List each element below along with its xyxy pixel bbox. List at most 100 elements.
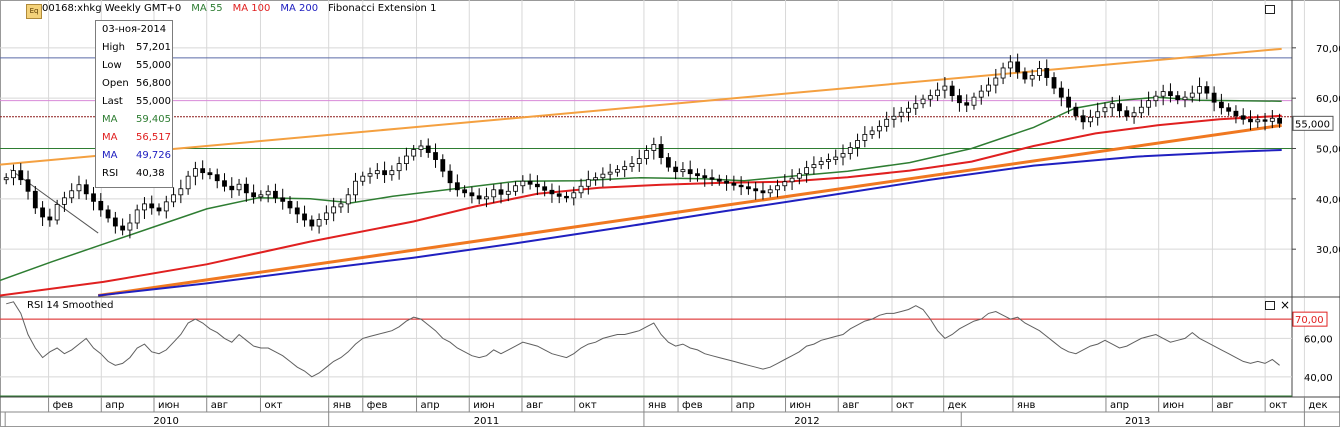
candle-body (40, 207, 45, 218)
month-label: авг (526, 400, 543, 411)
candle-body (818, 161, 824, 166)
candle-body (578, 185, 584, 194)
candle-body (251, 192, 257, 198)
symbol-label[interactable]: 00168:xhkg Weekly GMT+0 (42, 3, 182, 14)
candle-body (615, 169, 620, 173)
candle-body (1189, 92, 1195, 98)
candle-body (214, 174, 220, 182)
rsi-title[interactable]: RSI 14 Smoothed (27, 300, 114, 311)
candle-body (1160, 91, 1166, 97)
candle-body (636, 158, 642, 165)
candle-body (622, 166, 628, 171)
candle-body (571, 192, 577, 199)
candle-body (345, 194, 351, 205)
candle-body (105, 209, 111, 219)
candle-body (1138, 106, 1144, 114)
candle-body (600, 173, 606, 179)
eq-icon[interactable]: Eq (26, 4, 42, 19)
fib-label[interactable]: Fibonacci Extension 1 (328, 3, 437, 14)
candle-body (163, 201, 169, 212)
last-price-box (1292, 115, 1334, 131)
info-high: High 57,201 (102, 42, 171, 53)
month-label: июн (1163, 400, 1184, 411)
ma100-label[interactable]: MA 100 (232, 3, 271, 14)
candle-body (913, 103, 919, 109)
candle-body (534, 183, 540, 188)
candle-body (1153, 95, 1159, 102)
candle-body (229, 185, 235, 191)
candle-body (891, 115, 897, 120)
rsi-tick-label: 40,00 (1304, 373, 1333, 384)
month-label: окт (579, 400, 597, 411)
info-open: Open 56,800 (102, 78, 171, 89)
month-label: янв (648, 400, 667, 411)
candle-body (760, 190, 766, 194)
maximize-icon[interactable] (1265, 5, 1275, 14)
candle-body (491, 189, 497, 198)
candle-body (1117, 103, 1122, 112)
candle-body (680, 169, 686, 173)
candle-body (1226, 107, 1232, 112)
candle-body (353, 180, 358, 196)
candle-body (651, 144, 657, 151)
candle-body (585, 179, 591, 187)
candle-body (564, 195, 569, 199)
candle-body (1269, 117, 1275, 122)
candle-body (1088, 116, 1093, 123)
ma55-label[interactable]: MA 55 (191, 3, 223, 14)
info-ma100: MA 56,517 (102, 132, 171, 143)
candle-body (316, 219, 322, 227)
rsi-maximize-icon[interactable] (1265, 301, 1275, 310)
month-label: фев (682, 400, 703, 411)
candle-body (236, 183, 242, 191)
info-last: Last 55,000 (102, 96, 171, 107)
candle-body (927, 95, 933, 100)
rsi-level-label: 70,00 (1295, 315, 1324, 326)
candle-body (898, 111, 904, 117)
year-label: 2013 (1125, 416, 1150, 427)
candle-body (149, 203, 155, 209)
candle-body (185, 175, 191, 190)
candle-body (309, 219, 315, 227)
candle-body (287, 200, 293, 209)
candle-body (1182, 96, 1188, 101)
candle-body (32, 190, 38, 209)
candle-body (753, 188, 759, 192)
ma200-label[interactable]: MA 200 (280, 3, 319, 14)
candle-body (207, 172, 213, 176)
candle-body (847, 147, 853, 154)
candle-body (833, 156, 839, 160)
candle-body (1000, 67, 1006, 79)
candle-body (404, 155, 409, 165)
month-label: авг (842, 400, 859, 411)
candle-body (1080, 115, 1086, 123)
candle-body (382, 170, 387, 176)
candle-body (127, 222, 133, 231)
month-label: июн (473, 400, 494, 411)
info-low: Low 55,000 (102, 60, 171, 71)
y-tick-label: 30,000 (1316, 245, 1340, 256)
info-rsi: RSI 40,38 (102, 168, 165, 179)
last-price-label: 55,000 (1295, 119, 1330, 130)
candle-body (156, 207, 162, 212)
candle-body (433, 152, 438, 160)
candle-body (3, 177, 9, 181)
candle-body (1262, 119, 1268, 122)
candle-body (1058, 87, 1064, 98)
candle-body (69, 190, 75, 199)
candle-body (505, 190, 511, 195)
info-date: 03-ноя-2014 (102, 24, 167, 35)
candle-body (862, 134, 868, 141)
candle-body (323, 212, 329, 220)
month-label: авг (1216, 400, 1233, 411)
candle-body (98, 200, 104, 211)
candle-body (425, 145, 431, 153)
candle-body (709, 177, 715, 180)
candle-body (411, 149, 417, 157)
price-info-box: 03-ноя-2014 High 57,201 Low 55,000 Open 56,… (95, 20, 173, 188)
candle-body (811, 164, 817, 169)
candle-body (1240, 115, 1246, 120)
candle-body (1204, 86, 1210, 94)
close-icon[interactable]: × (1280, 298, 1291, 312)
